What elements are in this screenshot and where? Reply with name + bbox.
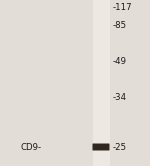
Text: -85: -85: [113, 20, 127, 30]
Text: -49: -49: [113, 57, 127, 67]
Text: -25: -25: [113, 142, 127, 152]
Text: -117: -117: [113, 3, 133, 12]
Text: -34: -34: [113, 92, 127, 101]
FancyBboxPatch shape: [93, 143, 110, 151]
Text: CD9-: CD9-: [21, 142, 42, 152]
Bar: [93, 0, 110, 166]
